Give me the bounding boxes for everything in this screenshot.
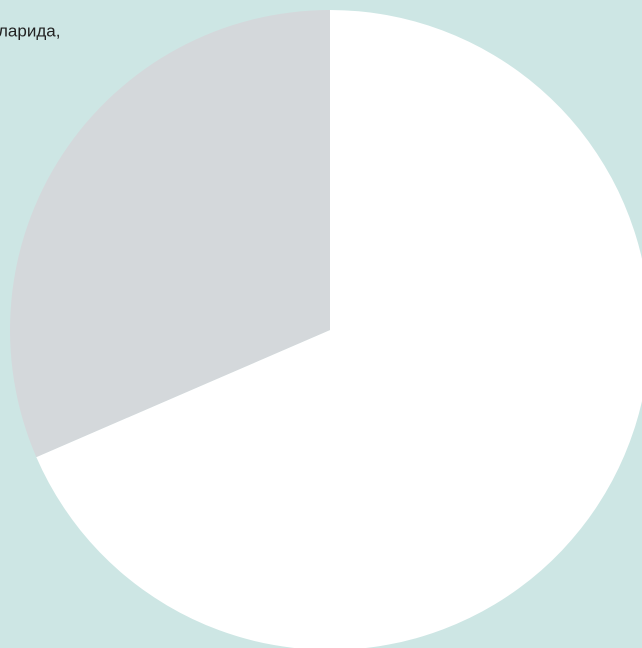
pie-slice xyxy=(36,10,642,648)
pie xyxy=(9,10,642,648)
pie-slice xyxy=(9,10,330,458)
annotation: ларида, xyxy=(0,21,60,40)
